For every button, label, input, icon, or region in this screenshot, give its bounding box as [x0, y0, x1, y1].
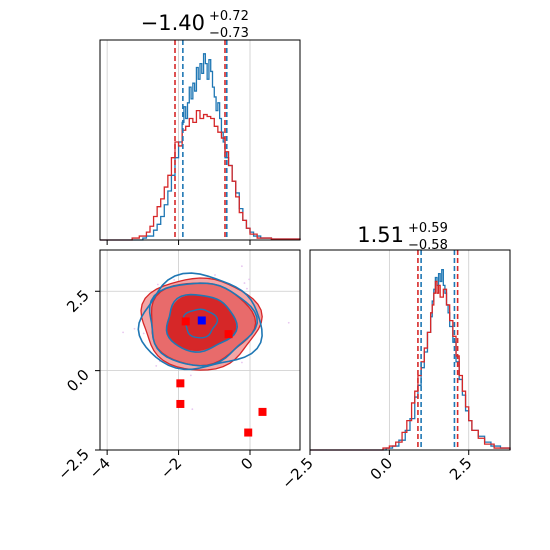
x-tick-label: 0.0: [367, 454, 397, 484]
frame-hist-param2: [309, 249, 511, 451]
cloud-point: [155, 365, 158, 367]
cloud-point: [214, 274, 216, 276]
panel-hist-param1: −1.40 +0.72 −0.73: [99, 9, 301, 245]
panel-hist-param2: −2.5 0.0 2.5 1.51 +0.59 −0.58: [278, 221, 511, 493]
grid-hist-param2: [309, 250, 470, 450]
hist-param2-blue-series: [310, 269, 511, 451]
red-square-point: [181, 317, 190, 326]
frame-hist-param1: [99, 39, 301, 241]
x-tick-label: −2: [157, 454, 185, 482]
cloud-point: [189, 374, 192, 377]
cloud-point: [156, 283, 159, 286]
contour-blue-mid: [148, 282, 259, 367]
cloud-point: [122, 331, 124, 334]
quantile-lines-param2: [417, 250, 459, 450]
hist-param1-red-series: [100, 109, 301, 241]
y-tick-label: 2.5: [63, 286, 93, 316]
x-tick-label: 0: [237, 454, 256, 473]
hist-param1-blue-series: [100, 53, 301, 241]
grid-hist-param1: [106, 40, 251, 240]
cloud-point: [173, 278, 176, 281]
hist-param2-red-series: [310, 280, 511, 451]
red-square-point: [176, 399, 185, 408]
red-square-point: [258, 407, 267, 416]
red-square-point: [244, 428, 253, 437]
title-param1-value: −1.40: [141, 11, 205, 35]
cloud-point: [246, 287, 248, 290]
blue-square-point: [197, 316, 206, 325]
x-tick-label: −2.5: [278, 454, 316, 492]
y-tick-label: 0.0: [63, 366, 93, 396]
ticks-hist-param2: −2.5 0.0 2.5: [278, 450, 476, 493]
panel-joint: −4 −2 02.50.0−2.5: [54, 249, 301, 484]
cloud-point: [191, 408, 194, 411]
title-param2-value: 1.51: [357, 223, 404, 247]
y-tick-label: −2.5: [54, 445, 92, 483]
title-param1-minus: −0.73: [209, 26, 249, 41]
data-points: [176, 316, 267, 437]
ticks-hist-param1: [106, 240, 251, 245]
cloud-point: [133, 327, 136, 330]
frame-joint: [99, 249, 301, 451]
cloud-point: [248, 278, 251, 281]
cloud-point: [241, 361, 243, 364]
cloud-point: [243, 282, 246, 284]
red-square-point: [224, 330, 233, 339]
title-param1-plus: +0.72: [209, 9, 249, 24]
quantile-lines-param1: [174, 40, 228, 240]
cloud-point: [240, 265, 243, 268]
title-param2-minus: −0.58: [408, 238, 448, 253]
cloud-point: [287, 321, 290, 324]
red-square-point: [176, 379, 185, 388]
cloud-point: [142, 332, 145, 335]
contour-blue-inner: [165, 293, 239, 353]
contour-blue-outer: [137, 272, 263, 371]
x-tick-label: 2.5: [446, 454, 476, 484]
title-param2-plus: +0.59: [408, 221, 448, 236]
